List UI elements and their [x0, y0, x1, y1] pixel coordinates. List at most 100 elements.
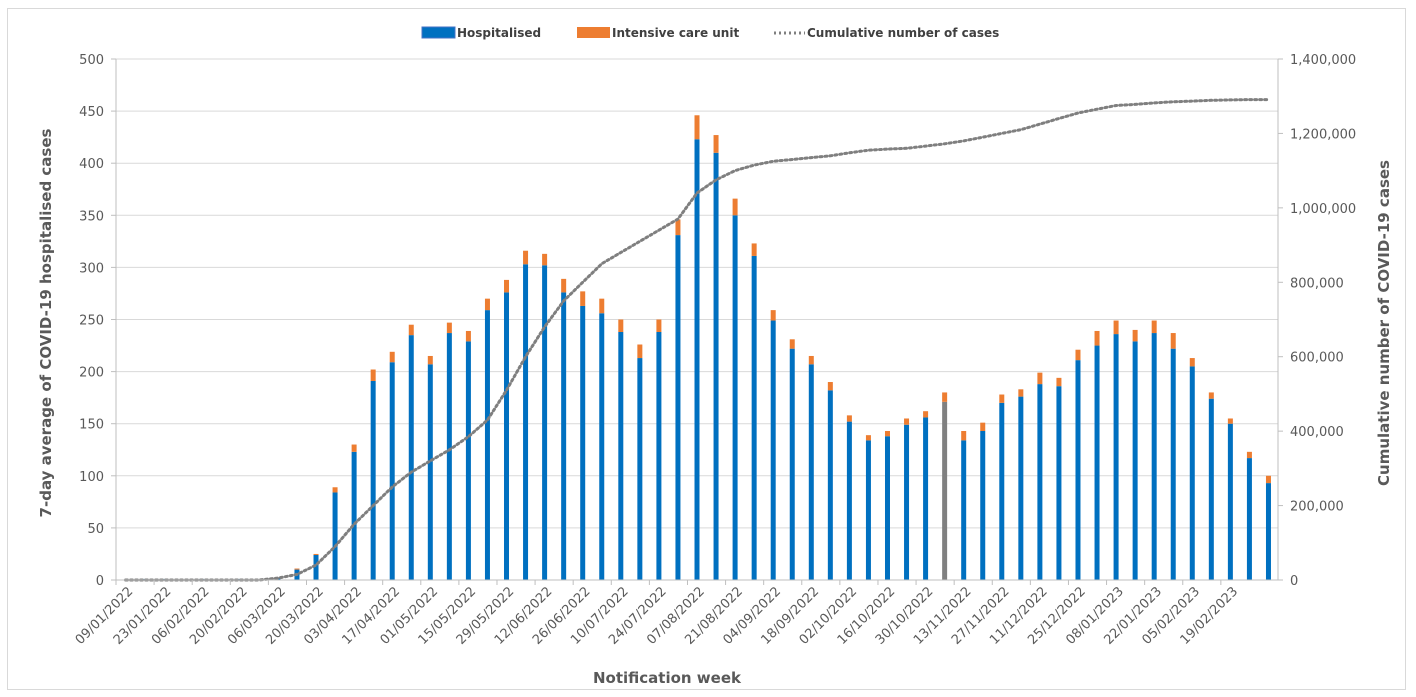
bar-hospitalised [561, 292, 567, 580]
bar-icu [999, 394, 1005, 403]
y2-axis-ticks: 0 200,000 400,000 600,000 800,000 1,000,000 1,… [1278, 53, 1356, 589]
bar-hospitalised [1018, 396, 1024, 580]
bar-icu [694, 115, 700, 140]
bars [142, 115, 1271, 581]
bar-hospitalised [1227, 423, 1233, 580]
bar-icu [637, 344, 643, 359]
bar-icu [904, 418, 910, 425]
bar-hospitalised [789, 348, 795, 580]
legend-label-hospitalised: Hospitalised [457, 26, 541, 40]
bar-icu [618, 319, 624, 333]
legend: Hospitalised Intensive care unit Cumulat… [421, 26, 999, 40]
bar-icu [580, 291, 586, 306]
legend-swatch-icu [577, 27, 610, 38]
legend-swatch-hospitalised [421, 26, 456, 39]
bar-hospitalised [884, 436, 890, 580]
bar-icu [599, 298, 605, 314]
cumulative-line [124, 98, 1270, 582]
bar-icu [961, 430, 967, 441]
y-tick-label: 500 [79, 53, 104, 68]
bar-icu [523, 250, 529, 265]
bar-hospitalised [694, 139, 700, 580]
bar-hospitalised [751, 255, 757, 581]
bar-icu [484, 298, 490, 311]
gridlines [116, 58, 1278, 529]
bar-icu [294, 568, 300, 570]
y-tick-label: 200 [79, 366, 104, 381]
bar-icu [1227, 418, 1233, 424]
bar-icu [1018, 389, 1024, 397]
bar-icu [504, 279, 510, 293]
bar-hospitalised [1094, 345, 1100, 580]
y-tick-label: 250 [79, 314, 104, 329]
bar-hospitalised [389, 362, 395, 580]
bar-icu [1208, 392, 1214, 399]
legend-label-cumulative: Cumulative number of cases [807, 26, 999, 40]
bar-icu [1056, 377, 1062, 387]
y-tick-label: 400 [79, 157, 104, 172]
bar-hospitalised [656, 332, 662, 580]
bar-icu [770, 310, 776, 321]
bar-icu [846, 415, 852, 422]
bar-hospitalised [351, 451, 357, 580]
y2-tick-label: 0 [1290, 574, 1298, 589]
bar-hospitalised [770, 320, 776, 580]
y-axis-ticks: 0 50 100 150 200 250 300 350 400 450 500 [79, 53, 116, 589]
bar-hospitalised [484, 310, 490, 580]
bar-hospitalised [865, 440, 871, 580]
bar-icu [465, 330, 471, 342]
y2-tick-label: 200,000 [1290, 500, 1344, 515]
bar-hospitalised [827, 390, 833, 580]
bar-hospitalised [332, 492, 338, 580]
bar-hospitalised [408, 335, 414, 580]
y2-tick-label: 1,400,000 [1290, 53, 1356, 68]
x-axis-ticks: 09/01/202223/01/202206/02/202220/02/2022… [73, 580, 1241, 648]
bar-hospitalised [1132, 341, 1138, 580]
bar-hospitalised [618, 332, 624, 580]
legend-label-icu: Intensive care unit [612, 26, 739, 40]
bar-icu [827, 382, 833, 391]
y2-tick-label: 1,200,000 [1290, 127, 1356, 142]
bar-icu [1132, 329, 1138, 342]
bar-icu [1094, 330, 1100, 346]
bar-icu [1265, 475, 1271, 484]
bar-icu [923, 411, 929, 418]
bar-icu [1075, 349, 1081, 361]
bar-hospitalised [580, 305, 586, 580]
bar-icu [1246, 451, 1252, 459]
bar-icu [1037, 372, 1043, 385]
bar-hospitalised [923, 417, 929, 580]
cumulative-series-line [124, 98, 1270, 582]
bar-icu [1170, 333, 1176, 349]
bar-icu [942, 392, 948, 402]
bar-icu [713, 135, 719, 153]
bar-hospitalised [1189, 366, 1195, 580]
bar-icu [446, 322, 452, 334]
bar-hospitalised [713, 152, 719, 580]
bar-hospitalised [1075, 360, 1081, 580]
bar-icu [789, 339, 795, 349]
bar-hospitalised [1056, 386, 1062, 580]
bar-hospitalised [637, 358, 643, 580]
bar-hospitalised [1208, 398, 1214, 580]
y-tick-label: 50 [87, 522, 104, 537]
y2-tick-label: 1,000,000 [1290, 202, 1356, 217]
bar-icu [427, 355, 433, 365]
y-axis-title: 7-day average of COVID-19 hospitalised c… [37, 128, 55, 517]
bar-hospitalised [427, 364, 433, 580]
bar-hospitalised [370, 380, 376, 580]
bar-hospitalised [523, 264, 529, 580]
bar-icu [980, 422, 986, 431]
bar-hospitalised [1113, 334, 1119, 580]
bar-hospitalised [1265, 483, 1271, 580]
y2-tick-label: 400,000 [1290, 425, 1344, 440]
bar-icu [351, 444, 357, 452]
bar-icu [332, 487, 338, 493]
y2-tick-label: 600,000 [1290, 351, 1344, 366]
bar-icu [656, 319, 662, 333]
bar-icu [561, 278, 567, 293]
bar-hospitalised [542, 265, 548, 580]
bar-hospitalised [961, 440, 967, 580]
bar-hospitalised [980, 430, 986, 580]
